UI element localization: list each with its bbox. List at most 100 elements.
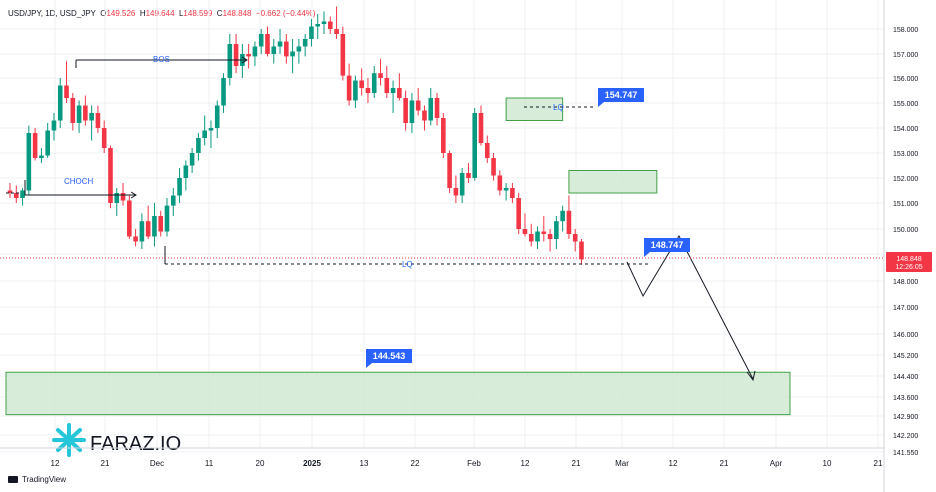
candle[interactable] bbox=[309, 26, 314, 40]
candle[interactable] bbox=[409, 100, 415, 124]
candle[interactable] bbox=[371, 73, 377, 93]
candle[interactable] bbox=[390, 88, 396, 93]
candle[interactable] bbox=[51, 120, 57, 131]
candle[interactable] bbox=[554, 221, 559, 239]
candle[interactable] bbox=[189, 153, 195, 166]
candle[interactable] bbox=[378, 73, 383, 78]
candle[interactable] bbox=[459, 173, 465, 196]
price-tag-target-bg[interactable] bbox=[366, 349, 412, 368]
demand-zone[interactable] bbox=[568, 170, 658, 194]
candle[interactable] bbox=[271, 46, 277, 55]
candle[interactable] bbox=[302, 39, 308, 47]
candle[interactable] bbox=[428, 98, 434, 121]
candle[interactable] bbox=[384, 78, 390, 93]
candle[interactable] bbox=[566, 210, 572, 234]
candle[interactable] bbox=[422, 110, 427, 121]
candle[interactable] bbox=[57, 85, 63, 121]
candle[interactable] bbox=[246, 54, 251, 57]
candle[interactable] bbox=[221, 78, 226, 106]
candle[interactable] bbox=[560, 210, 565, 222]
candle[interactable] bbox=[177, 178, 182, 196]
candle[interactable] bbox=[284, 41, 289, 57]
candle[interactable] bbox=[95, 113, 101, 128]
demand-zone[interactable] bbox=[5, 371, 791, 416]
candle[interactable] bbox=[145, 221, 151, 237]
candle[interactable] bbox=[516, 198, 521, 229]
candle[interactable] bbox=[45, 130, 50, 156]
candle[interactable] bbox=[127, 200, 132, 237]
candle[interactable] bbox=[114, 193, 120, 203]
candle[interactable] bbox=[183, 165, 189, 179]
candle[interactable] bbox=[233, 44, 239, 66]
candle[interactable] bbox=[315, 24, 321, 27]
candle[interactable] bbox=[39, 155, 44, 159]
candle[interactable] bbox=[528, 234, 534, 242]
candle[interactable] bbox=[101, 128, 107, 148]
candle[interactable] bbox=[466, 173, 471, 178]
candle[interactable] bbox=[7, 190, 13, 194]
candle[interactable] bbox=[290, 51, 295, 57]
candle[interactable] bbox=[252, 46, 258, 57]
candle[interactable] bbox=[572, 234, 578, 242]
candle[interactable] bbox=[547, 234, 553, 239]
candle[interactable] bbox=[108, 148, 113, 203]
price-tag-high-bg[interactable] bbox=[598, 88, 644, 107]
price-tag-current-bg[interactable] bbox=[644, 238, 690, 257]
candle[interactable] bbox=[13, 193, 19, 198]
candle[interactable] bbox=[258, 34, 264, 47]
candle[interactable] bbox=[164, 205, 170, 232]
candle[interactable] bbox=[434, 98, 440, 118]
tradingview-brand[interactable]: TradingView bbox=[8, 475, 66, 484]
candle[interactable] bbox=[522, 229, 528, 234]
candle[interactable] bbox=[170, 195, 176, 206]
candle[interactable] bbox=[359, 80, 364, 89]
candle[interactable] bbox=[365, 88, 371, 93]
candle[interactable] bbox=[503, 188, 509, 191]
candle[interactable] bbox=[214, 105, 220, 129]
candle[interactable] bbox=[447, 153, 452, 188]
candle[interactable] bbox=[484, 143, 490, 158]
candle[interactable] bbox=[541, 231, 547, 235]
candle[interactable] bbox=[321, 21, 327, 25]
candle[interactable] bbox=[441, 118, 446, 153]
candle[interactable] bbox=[32, 133, 38, 158]
candle[interactable] bbox=[152, 216, 157, 237]
candle[interactable] bbox=[340, 34, 346, 76]
candle[interactable] bbox=[70, 98, 76, 123]
candle[interactable] bbox=[83, 105, 88, 121]
candle[interactable] bbox=[64, 85, 69, 99]
candle[interactable] bbox=[415, 100, 421, 111]
candle[interactable] bbox=[277, 41, 283, 47]
candle[interactable] bbox=[208, 128, 214, 131]
candle[interactable] bbox=[403, 98, 408, 123]
candle[interactable] bbox=[453, 188, 459, 196]
candle[interactable] bbox=[510, 188, 515, 198]
candle[interactable] bbox=[397, 88, 402, 98]
candle[interactable] bbox=[353, 80, 358, 101]
candle[interactable] bbox=[535, 231, 540, 242]
candle[interactable] bbox=[478, 113, 484, 143]
demand-zone[interactable] bbox=[505, 97, 564, 121]
candle[interactable] bbox=[227, 44, 233, 78]
candle[interactable] bbox=[120, 193, 126, 201]
candle[interactable] bbox=[20, 190, 25, 199]
candle[interactable] bbox=[202, 130, 207, 139]
candle[interactable] bbox=[133, 236, 138, 242]
candle[interactable] bbox=[26, 133, 32, 191]
candle[interactable] bbox=[497, 175, 503, 191]
candle[interactable] bbox=[265, 34, 270, 54]
y-tick-label: 155.000 bbox=[893, 101, 918, 108]
candle[interactable] bbox=[89, 113, 94, 121]
candle[interactable] bbox=[491, 158, 496, 176]
candle[interactable] bbox=[76, 105, 82, 124]
candle[interactable] bbox=[327, 21, 333, 30]
candle[interactable] bbox=[346, 75, 352, 101]
candle[interactable] bbox=[472, 113, 478, 178]
candle[interactable] bbox=[158, 216, 164, 232]
candle[interactable] bbox=[296, 46, 302, 52]
candle[interactable] bbox=[196, 138, 201, 153]
candle[interactable] bbox=[139, 221, 145, 242]
candle[interactable] bbox=[334, 29, 339, 34]
candle[interactable] bbox=[579, 241, 584, 260]
